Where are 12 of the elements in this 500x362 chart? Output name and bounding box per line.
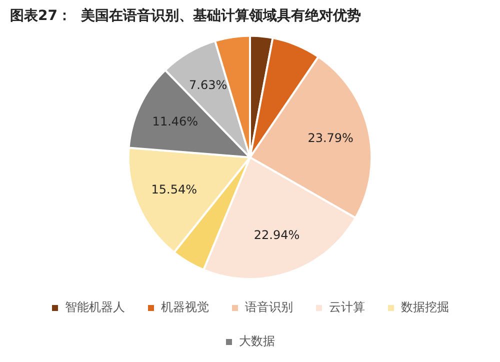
data-label: 23.79% <box>308 130 354 145</box>
legend-label: 数据挖掘 <box>401 300 449 314</box>
data-label: 11.46% <box>152 114 198 128</box>
legend-label: 机器视觉 <box>161 300 209 314</box>
chart-title: 图表27： 美国在语音识别、基础计算领域具有绝对优势 <box>10 7 362 24</box>
legend-label: 大数据 <box>239 334 275 348</box>
legend-label: 语音识别 <box>245 300 293 314</box>
data-label: 15.54% <box>151 182 197 196</box>
data-label: 22.94% <box>254 228 300 242</box>
legend-label: 智能机器人 <box>65 300 125 314</box>
legend-label: 云计算 <box>329 300 365 314</box>
data-label: 7.63% <box>189 78 228 92</box>
